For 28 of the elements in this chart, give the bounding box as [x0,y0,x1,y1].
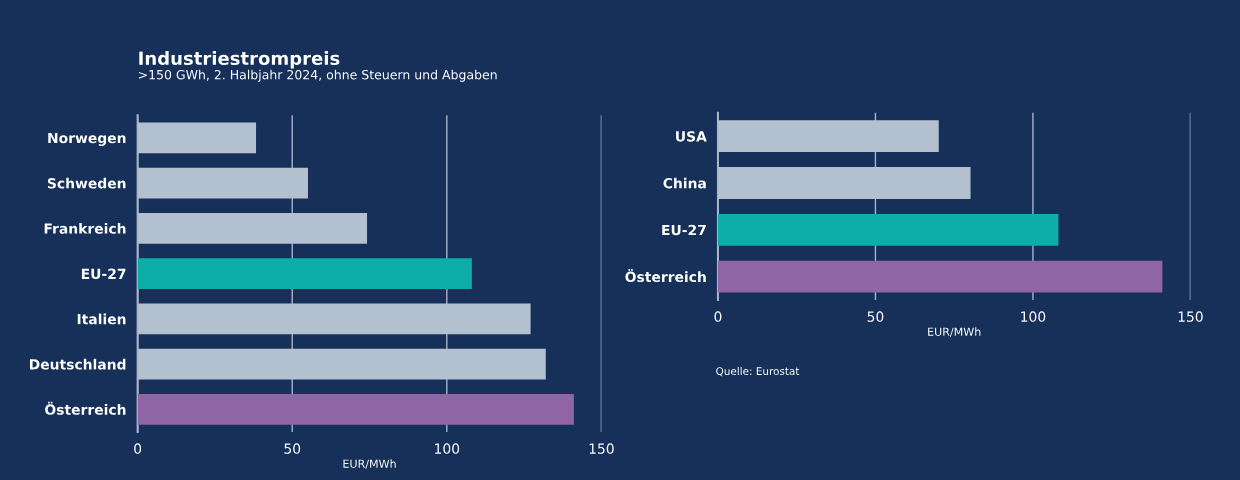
bar [137,393,574,425]
x-tick-label: 0 [134,443,142,454]
x-tick-label: 100 [435,443,460,454]
y-tick-label: Frankreich [44,223,126,234]
source-note: Quelle: Eurostat [716,366,800,377]
chart-subtitle: >150 GWh, 2. Halbjahr 2024, ohne Steuern und Abgaben [138,69,497,82]
x-axis-title: EUR/MWh [343,459,396,469]
y-tick-label: EU-27 [662,224,706,236]
x-axis-title: EUR/MWh [928,327,981,337]
y-tick-label: Schweden [47,177,126,189]
y-tick-label: Österreich [45,401,126,415]
y-tick-label: USA [676,131,707,142]
bar [137,258,472,289]
x-tick-label: 0 [714,311,722,322]
y-tick-label: EU-27 [81,268,126,280]
bar [717,213,1059,246]
y-tick-label: Deutschland [29,358,126,370]
x-tick-label: 100 [1021,311,1046,322]
y-tick-label: Italien [77,313,126,325]
chart-title: Industriestrompreis [139,51,340,69]
x-tick-label: 150 [589,443,614,454]
y-tick-label: Österreich [625,269,706,283]
x-tick-label: 150 [1178,311,1203,322]
x-tick-label: 50 [284,443,301,454]
x-tick-label: 50 [867,311,884,322]
bar [717,260,1163,293]
y-tick-label: China [663,177,706,189]
y-tick-label: Norwegen [48,132,126,147]
